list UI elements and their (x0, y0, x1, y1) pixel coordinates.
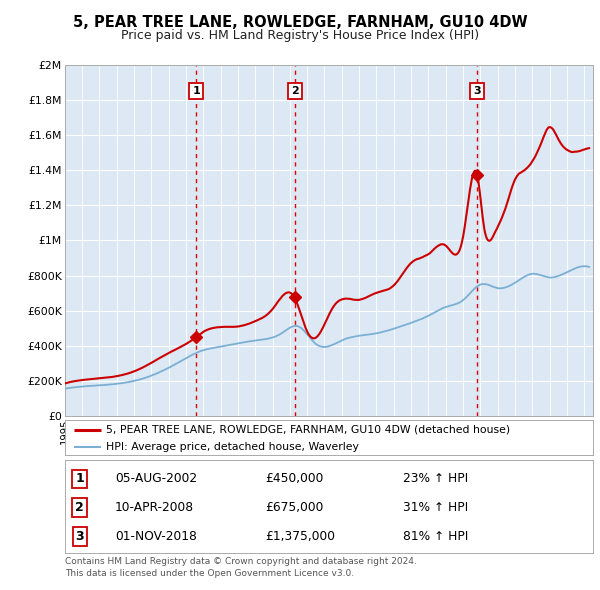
Text: Price paid vs. HM Land Registry's House Price Index (HPI): Price paid vs. HM Land Registry's House … (121, 30, 479, 42)
Text: 3: 3 (75, 530, 84, 543)
Text: 81% ↑ HPI: 81% ↑ HPI (403, 530, 468, 543)
Text: 2: 2 (290, 86, 298, 96)
Text: 05-AUG-2002: 05-AUG-2002 (115, 473, 197, 486)
Text: £1,375,000: £1,375,000 (265, 530, 335, 543)
Text: 1: 1 (193, 86, 200, 96)
Text: £450,000: £450,000 (265, 473, 324, 486)
Text: 3: 3 (473, 86, 481, 96)
Text: 5, PEAR TREE LANE, ROWLEDGE, FARNHAM, GU10 4DW: 5, PEAR TREE LANE, ROWLEDGE, FARNHAM, GU… (73, 15, 527, 30)
Text: 2: 2 (75, 502, 84, 514)
Text: 23% ↑ HPI: 23% ↑ HPI (403, 473, 468, 486)
Text: 01-NOV-2018: 01-NOV-2018 (115, 530, 197, 543)
Text: £675,000: £675,000 (265, 502, 324, 514)
Text: HPI: Average price, detached house, Waverley: HPI: Average price, detached house, Wave… (106, 442, 359, 452)
Text: Contains HM Land Registry data © Crown copyright and database right 2024.: Contains HM Land Registry data © Crown c… (65, 557, 416, 566)
Text: 5, PEAR TREE LANE, ROWLEDGE, FARNHAM, GU10 4DW (detached house): 5, PEAR TREE LANE, ROWLEDGE, FARNHAM, GU… (106, 425, 510, 435)
Text: This data is licensed under the Open Government Licence v3.0.: This data is licensed under the Open Gov… (65, 569, 354, 578)
Text: 10-APR-2008: 10-APR-2008 (115, 502, 194, 514)
Text: 1: 1 (75, 473, 84, 486)
Text: 31% ↑ HPI: 31% ↑ HPI (403, 502, 468, 514)
